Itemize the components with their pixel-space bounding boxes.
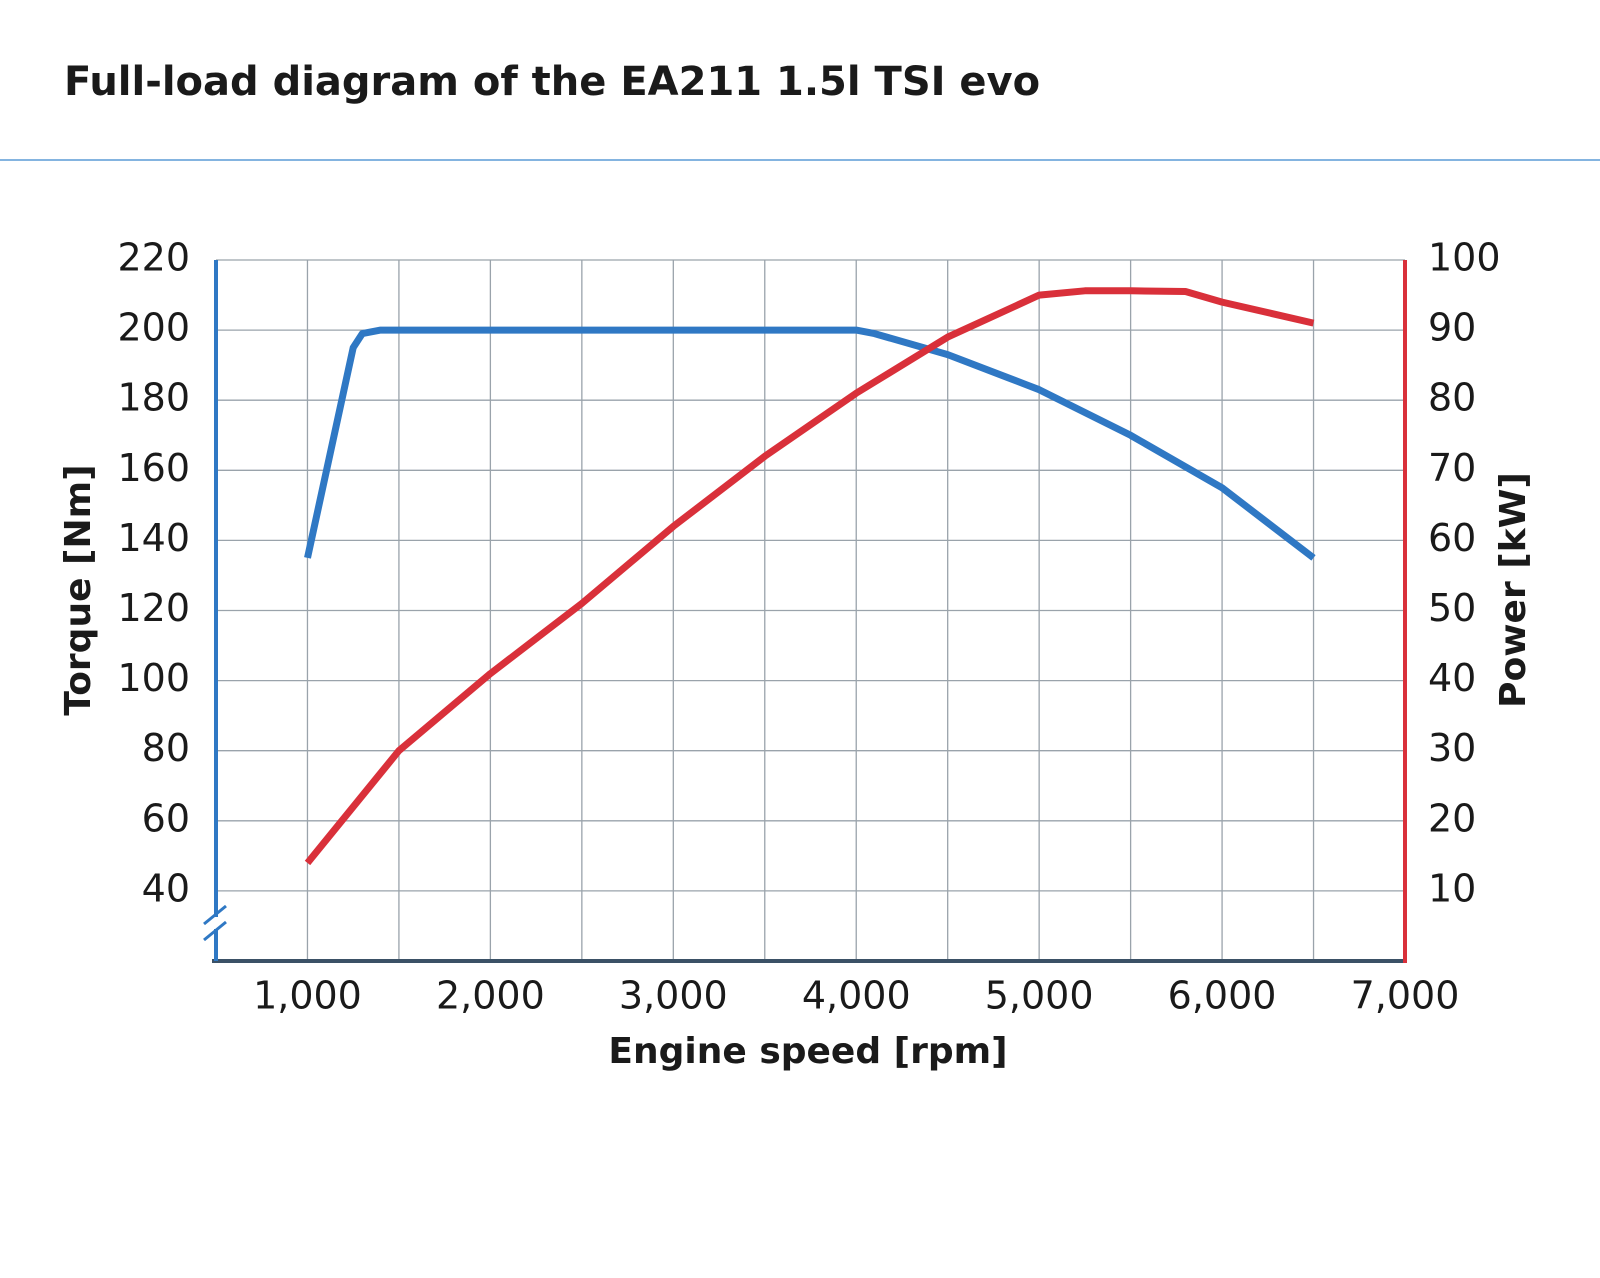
plot: [304, 287, 1316, 866]
labels: Engine speed [rpm] Torque [Nm] Power [kW…: [58, 464, 1534, 1072]
axis-break: [203, 920, 227, 942]
x-axis-title: Engine speed [rpm]: [608, 1031, 1007, 1072]
x-tick-label: 2,000: [436, 974, 545, 1018]
y-tick-label: 120: [117, 586, 190, 630]
x-tick-label: 1,000: [253, 974, 362, 1018]
y-tick-label: 100: [117, 656, 190, 700]
x-tick-label: 4,000: [802, 974, 911, 1018]
axes: 40 60 80 100 120 140 160 180 200 220 10 20 30 40 50 60 7…: [117, 236, 1500, 1018]
series-line: [304, 287, 1315, 866]
y-tick-label: 180: [117, 376, 190, 420]
y-axis-title: Torque [Nm]: [58, 464, 99, 715]
x-tick-label: 3,000: [619, 974, 728, 1018]
x-tick-label: 6,000: [1168, 974, 1277, 1018]
y2-tick-label: 40: [1428, 656, 1476, 700]
axis-break: [203, 904, 227, 926]
y-tick-label: 60: [142, 796, 190, 840]
x-tick-label: 7,000: [1351, 974, 1460, 1018]
y-tick-label: 220: [117, 236, 190, 280]
axis-break-gap: [212, 917, 220, 929]
y2-axis-title: Power [kW]: [1493, 472, 1534, 708]
y2-tick-label: 70: [1428, 446, 1476, 490]
y2-tick-label: 90: [1428, 306, 1476, 350]
x-tick-label: 5,000: [985, 974, 1094, 1018]
y2-tick-label: 50: [1428, 586, 1476, 630]
y-tick-label: 140: [117, 516, 190, 560]
y2-tick-label: 100: [1428, 236, 1501, 280]
y2-tick-label: 20: [1428, 796, 1476, 840]
y2-tick-label: 10: [1428, 866, 1476, 910]
series-line: [304, 326, 1316, 561]
y2-tick-label: 60: [1428, 516, 1476, 560]
grid: [216, 259, 1406, 961]
y-tick-label: 80: [142, 726, 190, 770]
y-tick-label: 160: [117, 446, 190, 490]
y2-tick-label: 30: [1428, 726, 1476, 770]
y-tick-label: 200: [117, 306, 190, 350]
chart-title: Full-load diagram of the EA211 1.5l TSI …: [64, 59, 1040, 105]
y-tick-label: 40: [142, 866, 190, 910]
y2-tick-label: 80: [1428, 376, 1476, 420]
